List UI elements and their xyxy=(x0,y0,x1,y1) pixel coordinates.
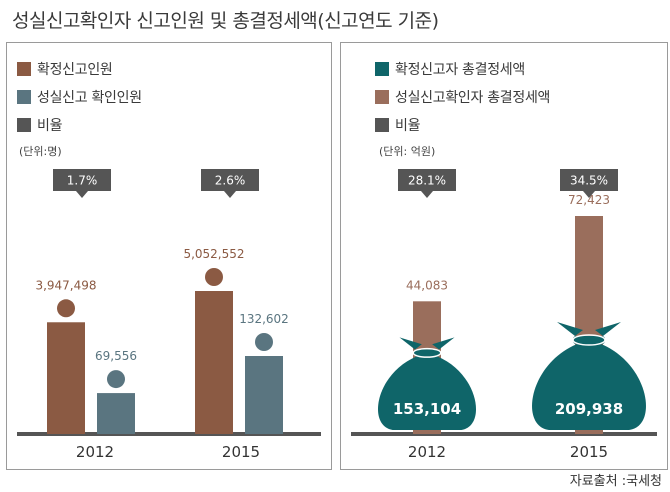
value-label-fulfilled-2012: 69,556 xyxy=(95,349,137,363)
source-note: 자료출처 :국세청 xyxy=(569,474,662,489)
value-label-fulfilled-2015: 132,602 xyxy=(239,312,289,326)
left-year-2015: 2015 xyxy=(221,443,261,461)
value-label-confirmed-2012: 3,947,498 xyxy=(35,278,96,292)
ratio-callout-2015-pointer xyxy=(224,191,236,198)
legend-label-tax-ratio: 비율 xyxy=(395,118,421,134)
legend-item-confirmed: 확정신고인원 xyxy=(17,55,142,83)
value-label-tax-total-2012: 153,104 xyxy=(393,400,461,418)
value-label-tax-total-2015: 209,938 xyxy=(555,400,623,418)
legend-swatch-tax-total xyxy=(375,62,389,76)
marker-fulfilled-2015 xyxy=(255,333,273,351)
money-bag-tie-ring-2015 xyxy=(572,334,606,346)
money-bag-left-flap-2015 xyxy=(557,322,583,336)
value-label-tax-confirmed-2012: 44,083 xyxy=(406,278,448,292)
right-panel: 확정신고자 총결정세액 성실신고확인자 총결정세액 비율 (단위: 억원) 44… xyxy=(340,42,668,470)
legend-item-tax-confirmed: 성실신고확인자 총결정세액 xyxy=(375,83,550,111)
right-unit-label: (단위: 억원) xyxy=(379,145,436,158)
legend-swatch-tax-ratio xyxy=(375,118,389,132)
left-chart: 3,947,498 69,556 1.7% 5,052,552 132,602 2.6% xyxy=(17,169,321,436)
left-panel: 확정신고인원 성실신고 확인인원 비율 (단위:명) 3,947,498 69,5… xyxy=(6,42,332,470)
bar-fulfilled-2012 xyxy=(97,393,135,434)
legend-swatch-tax-confirmed xyxy=(375,90,389,104)
bar-fulfilled-2015 xyxy=(245,356,283,434)
right-year-2012: 2012 xyxy=(407,443,447,461)
page-title: 성실신고확인자 신고인원 및 총결정세액(신고연도 기준) xyxy=(12,10,439,32)
legend-label-ratio: 비율 xyxy=(37,118,63,134)
money-bag-body-2012 xyxy=(377,356,477,430)
ratio-callout-2015-label: 2.6% xyxy=(215,174,246,188)
marker-confirmed-2015 xyxy=(205,268,223,286)
tax-ratio-callout-2012-pointer xyxy=(421,191,433,198)
money-bag-tie-2015 xyxy=(573,336,605,344)
money-bag-right-flap-2015 xyxy=(595,322,621,336)
ratio-callout-2012-label: 1.7% xyxy=(67,174,98,188)
ratio-callout-2012-box xyxy=(53,169,111,191)
value-label-confirmed-2015: 5,052,552 xyxy=(183,247,244,261)
legend-item-ratio: 비율 xyxy=(17,111,142,139)
money-bag-tie-ring-2012 xyxy=(412,347,442,358)
ratio-callout-2015-box xyxy=(201,169,259,191)
legend-item-tax-total: 확정신고자 총결정세액 xyxy=(375,55,550,83)
tax-ratio-callout-2012-box xyxy=(398,169,456,191)
left-unit-label: (단위:명) xyxy=(19,145,62,158)
value-label-tax-confirmed-2015: 72,423 xyxy=(568,193,610,207)
left-year-2012: 2012 xyxy=(75,443,115,461)
legend-swatch-confirmed xyxy=(17,62,31,76)
left-legend: 확정신고인원 성실신고 확인인원 비율 xyxy=(17,55,142,139)
bar-confirmed-2015 xyxy=(195,291,233,434)
ratio-callout-2012-pointer xyxy=(76,191,88,198)
legend-item-fulfilled: 성실신고 확인인원 xyxy=(17,83,142,111)
legend-label-confirmed: 확정신고인원 xyxy=(37,62,113,78)
money-bag-body-2015 xyxy=(532,344,646,430)
right-chart: 44,083 153,104 28.1% 72,423 209,938 34.5% xyxy=(351,169,657,436)
money-bag-tie-2012 xyxy=(413,349,441,357)
legend-label-fulfilled: 성실신고 확인인원 xyxy=(37,90,142,106)
tax-ratio-callout-2015-label: 34.5% xyxy=(570,174,608,188)
tax-ratio-callout-2015-pointer xyxy=(583,191,595,198)
bar-confirmed-2012 xyxy=(47,322,85,434)
legend-swatch-ratio xyxy=(17,118,31,132)
right-year-2015: 2015 xyxy=(569,443,609,461)
money-bag-right-flap-2012 xyxy=(432,337,455,350)
legend-label-tax-confirmed: 성실신고확인자 총결정세액 xyxy=(395,90,551,106)
tax-ratio-callout-2012-label: 28.1% xyxy=(408,174,446,188)
money-bag-left-flap-2012 xyxy=(399,337,422,350)
marker-confirmed-2012 xyxy=(57,299,75,318)
legend-item-tax-ratio: 비율 xyxy=(375,111,550,139)
marker-fulfilled-2012 xyxy=(107,370,125,389)
right-legend: 확정신고자 총결정세액 성실신고확인자 총결정세액 비율 xyxy=(375,55,550,139)
legend-swatch-fulfilled xyxy=(17,90,31,104)
tax-ratio-callout-2015-box xyxy=(560,169,618,191)
legend-label-tax-total: 확정신고자 총결정세액 xyxy=(395,62,525,78)
